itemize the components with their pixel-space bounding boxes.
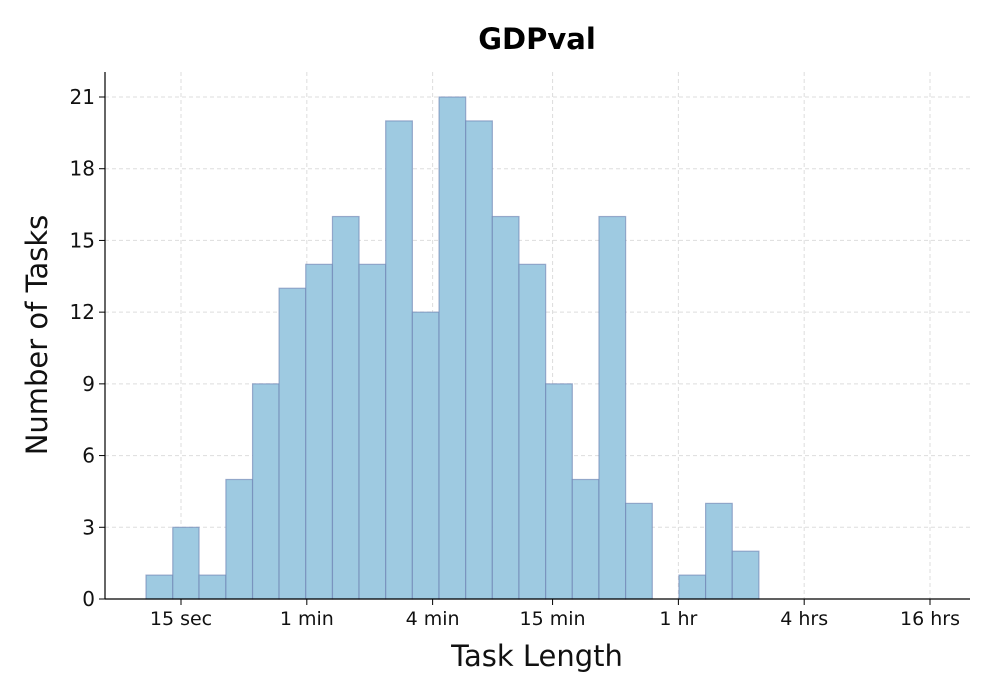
bar bbox=[385, 120, 413, 600]
bar bbox=[705, 502, 733, 600]
bar bbox=[305, 263, 334, 600]
x-tick-label: 15 sec bbox=[150, 608, 212, 630]
bar bbox=[731, 550, 760, 600]
chart-title: GDPval bbox=[478, 22, 596, 56]
bar bbox=[491, 215, 520, 600]
bar bbox=[172, 526, 200, 600]
y-ticks: 0 3 6 9 12 15 18 21 bbox=[70, 85, 105, 611]
y-tick-label: 6 bbox=[82, 444, 95, 468]
x-tick-label: 1 hr bbox=[659, 608, 697, 630]
bar bbox=[358, 263, 387, 600]
y-tick-label: 18 bbox=[70, 157, 95, 181]
y-tick-label: 9 bbox=[82, 372, 95, 396]
bar bbox=[545, 383, 573, 600]
bar bbox=[251, 383, 280, 600]
y-tick-label: 15 bbox=[70, 228, 95, 252]
bars bbox=[145, 96, 760, 600]
bar bbox=[225, 478, 254, 600]
x-tick-label: 15 min bbox=[520, 608, 586, 630]
bar bbox=[198, 574, 227, 600]
x-tick-label: 16 hrs bbox=[900, 608, 960, 630]
bar bbox=[518, 263, 547, 600]
x-axis-label: Task Length bbox=[450, 639, 623, 673]
bar bbox=[331, 215, 360, 600]
bar bbox=[438, 96, 467, 600]
x-tick-label: 4 min bbox=[406, 608, 460, 630]
axes bbox=[104, 72, 970, 600]
y-tick-label: 0 bbox=[82, 587, 95, 611]
bar bbox=[571, 478, 600, 600]
bar bbox=[598, 215, 627, 600]
grid bbox=[105, 72, 970, 599]
x-ticks: 15 sec 1 min 4 min 15 min 1 hr 4 hrs 16 hrs bbox=[150, 599, 960, 630]
y-axis-label: Number of Tasks bbox=[20, 215, 54, 456]
bar bbox=[411, 311, 440, 600]
bar bbox=[278, 287, 307, 600]
bar bbox=[678, 574, 707, 600]
y-tick-label: 12 bbox=[70, 300, 95, 324]
y-tick-label: 3 bbox=[82, 515, 95, 539]
bar bbox=[625, 502, 653, 600]
x-tick-label: 4 hrs bbox=[780, 608, 828, 630]
bar bbox=[145, 574, 174, 600]
bar bbox=[465, 120, 493, 600]
y-tick-label: 21 bbox=[70, 85, 95, 109]
x-tick-label: 1 min bbox=[280, 608, 334, 630]
